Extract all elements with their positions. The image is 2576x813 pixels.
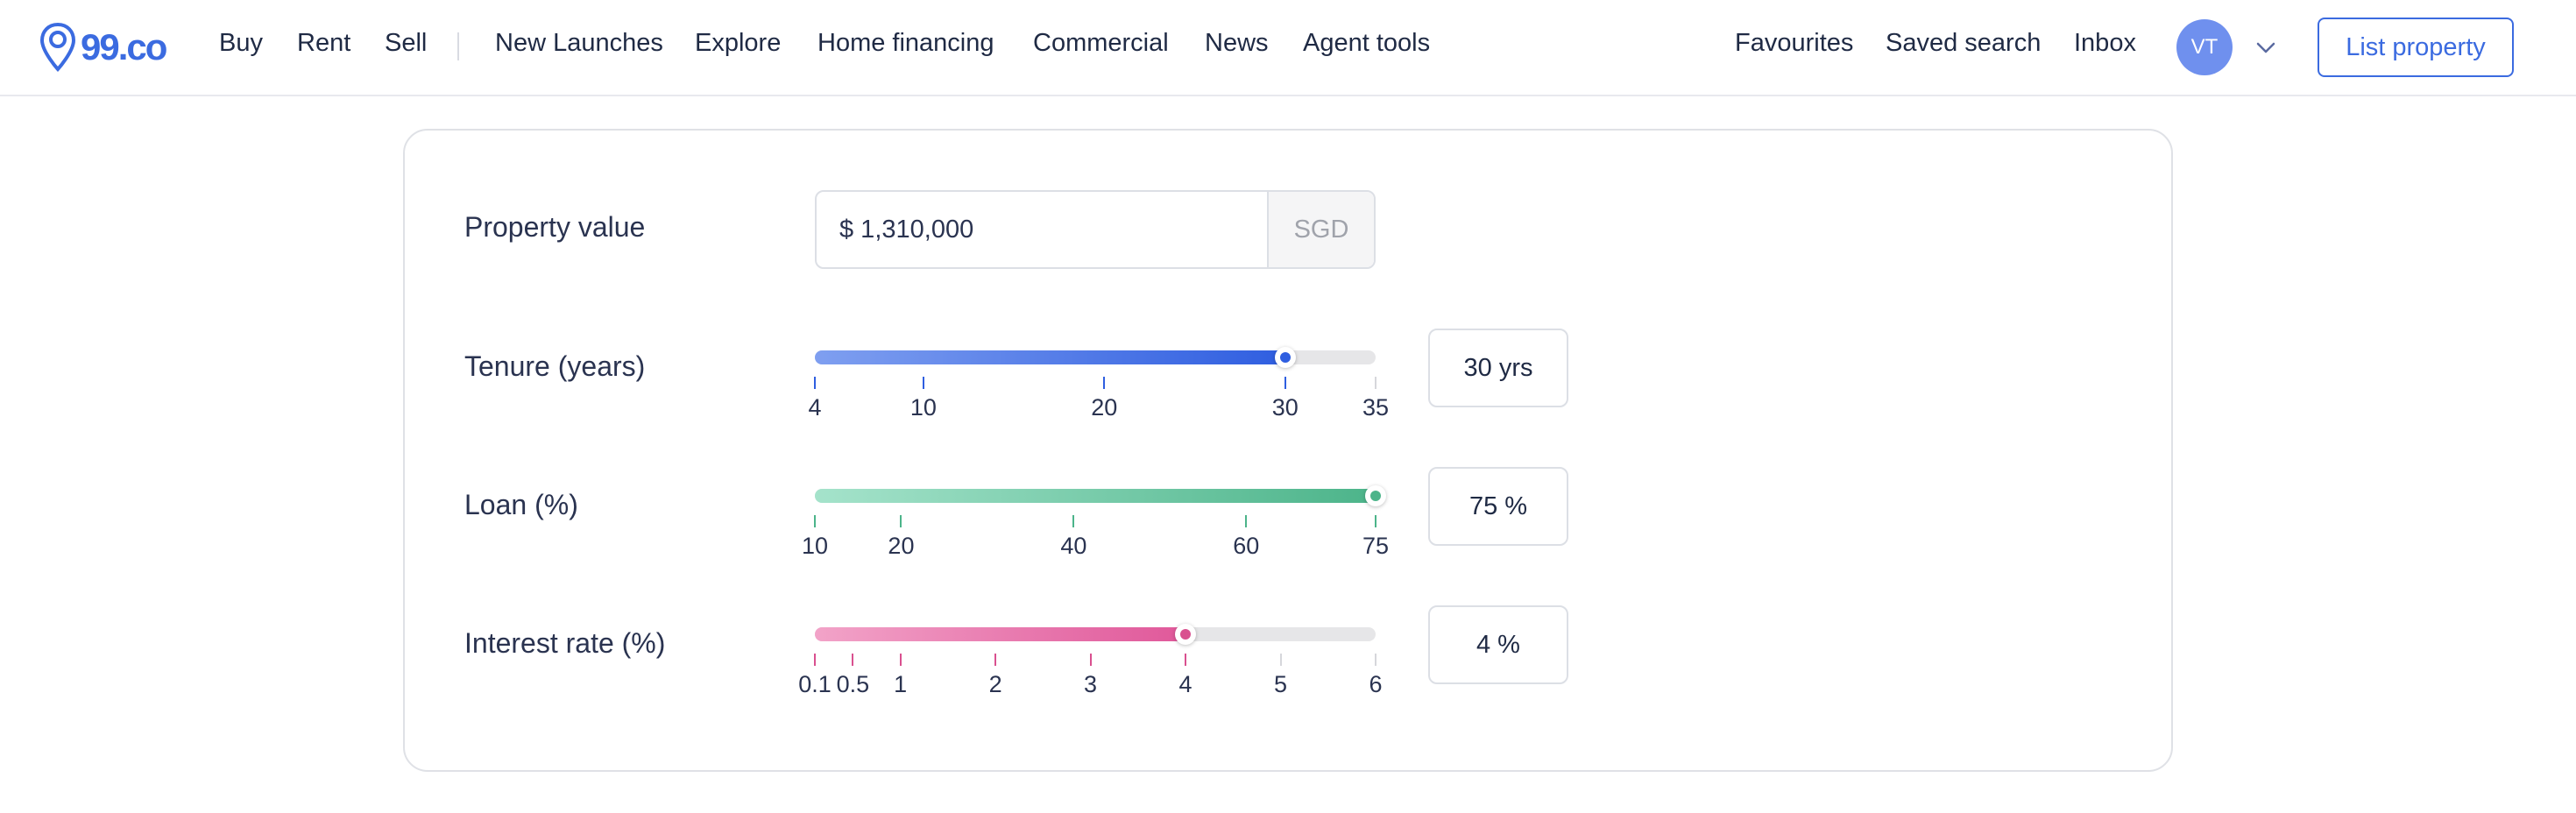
- interest-tick-mark: [994, 654, 997, 666]
- interest-rate-slider[interactable]: 0.1 0.5 1 2 3 4 5 6: [798, 620, 1383, 697]
- interest-tick-label: 3: [1084, 671, 1098, 697]
- interest-tick-mark: [852, 654, 854, 666]
- nav-explore[interactable]: Explore: [695, 29, 782, 57]
- nav-saved-search[interactable]: Saved search: [1886, 29, 2042, 57]
- currency-unit: SGD: [1267, 192, 1374, 267]
- property-value-label: Property value: [464, 211, 646, 243]
- tenure-tick-mark: [1103, 377, 1106, 389]
- loan-tick-label: 75: [1362, 533, 1390, 559]
- tenure-tick-label: 10: [909, 394, 937, 421]
- top-navigation: 99.co Buy Rent Sell New Launches Explore…: [0, 0, 2576, 96]
- tenure-tick-mark: [922, 377, 924, 389]
- nav-sell[interactable]: Sell: [385, 29, 428, 57]
- nav-news[interactable]: News: [1205, 29, 1269, 57]
- interest-tick-label: 4: [1178, 671, 1192, 697]
- loan-tick-label: 60: [1233, 533, 1260, 559]
- interest-tick-mark: [1089, 654, 1092, 666]
- loan-slider[interactable]: 10 20 40 60 75: [802, 482, 1389, 559]
- tenure-tick-label: 4: [808, 394, 822, 421]
- nav-agent-tools[interactable]: Agent tools: [1303, 29, 1431, 57]
- nav-buy[interactable]: Buy: [219, 29, 263, 57]
- list-property-button[interactable]: List property: [2318, 18, 2514, 77]
- interest-tick-label: 6: [1369, 671, 1383, 697]
- interest-tick-label: 2: [988, 671, 1002, 697]
- nav-commercial[interactable]: Commercial: [1033, 29, 1169, 57]
- property-value-input[interactable]: $ 1,310,000 SGD: [815, 190, 1376, 269]
- loan-tick-label: 10: [801, 533, 829, 559]
- nav-new-launches[interactable]: New Launches: [495, 29, 663, 57]
- interest-tick-mark: [899, 654, 902, 666]
- loan-label: Loan (%): [464, 489, 578, 520]
- interest-tick-mark: [814, 654, 816, 666]
- tenure-slider[interactable]: 4 10 20 30 35: [808, 343, 1389, 421]
- loan-tick-mark: [1245, 515, 1248, 527]
- nav-home-financing[interactable]: Home financing: [817, 29, 994, 57]
- loan-tick-mark: [1375, 515, 1376, 527]
- loan-tick-mark: [900, 515, 902, 527]
- loan-tick-mark: [1072, 515, 1075, 527]
- property-value-amount[interactable]: $ 1,310,000: [839, 216, 974, 244]
- interest-tick-label: 1: [894, 671, 908, 697]
- loan-slider-handle[interactable]: [1365, 485, 1386, 506]
- nav-inbox[interactable]: Inbox: [2074, 29, 2136, 57]
- chevron-down-icon[interactable]: [2254, 35, 2278, 60]
- nav-divider: [457, 32, 459, 60]
- brand-logo[interactable]: 99.co: [39, 21, 167, 74]
- tenure-tick-label: 35: [1362, 394, 1390, 421]
- loan-tick-label: 20: [888, 533, 915, 559]
- interest-slider-handle[interactable]: [1175, 624, 1197, 645]
- tenure-tick-label: 20: [1091, 394, 1118, 421]
- tenure-label: Tenure (years): [464, 350, 646, 382]
- nav-favourites[interactable]: Favourites: [1735, 29, 1854, 57]
- loan-tick-label: 40: [1060, 533, 1087, 559]
- tenure-value-box[interactable]: 30 yrs: [1428, 329, 1568, 407]
- loan-tick-mark: [814, 515, 816, 527]
- tenure-tick-mark: [1375, 377, 1376, 389]
- tenure-slider-fill: [815, 350, 1285, 364]
- interest-rate-value-box[interactable]: 4 %: [1428, 605, 1568, 684]
- loan-slider-fill: [815, 489, 1376, 503]
- loan-value-box[interactable]: 75 %: [1428, 467, 1568, 546]
- tenure-tick-mark: [814, 377, 816, 389]
- interest-tick-mark: [1375, 654, 1376, 666]
- interest-tick-mark: [1279, 654, 1282, 666]
- interest-tick-label: 5: [1274, 671, 1288, 697]
- interest-slider-fill: [815, 627, 1186, 641]
- tenure-tick-mark: [1284, 377, 1286, 389]
- tenure-tick-label: 30: [1271, 394, 1299, 421]
- location-pin-icon: [39, 22, 76, 72]
- brand-name: 99.co: [81, 26, 167, 67]
- interest-tick-label: 0.1: [798, 671, 832, 697]
- interest-tick-mark: [1185, 654, 1187, 666]
- interest-tick-label: 0.5: [836, 671, 870, 697]
- interest-rate-label: Interest rate (%): [464, 627, 666, 659]
- tenure-slider-handle[interactable]: [1274, 347, 1296, 368]
- nav-rent[interactable]: Rent: [297, 29, 351, 57]
- user-avatar[interactable]: VT: [2176, 19, 2233, 75]
